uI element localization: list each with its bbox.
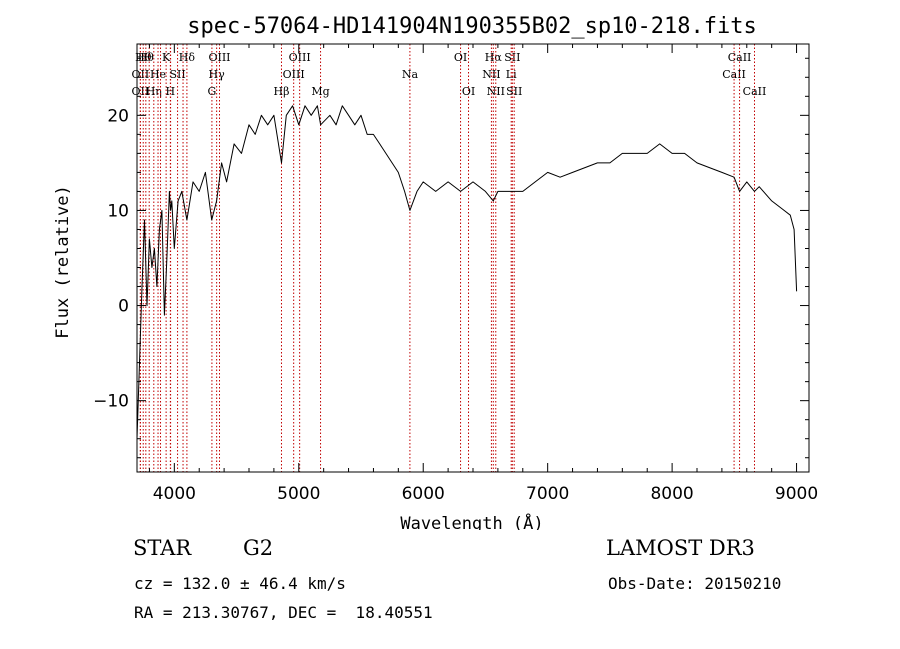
marker-label: SII	[504, 51, 520, 64]
marker-label: OIII	[289, 51, 311, 64]
marker-label: OII	[132, 85, 150, 98]
spectrum-chart: spec-57064-HD141904N190355B02_sp10-218.f…	[53, 14, 818, 530]
marker-label: OII	[132, 68, 150, 81]
y-tick-label: 10	[107, 201, 129, 221]
marker-label: Mg	[311, 85, 329, 98]
x-axis-ticks: 4000 5000 6000 7000 8000 9000	[148, 44, 818, 504]
spectrum-series	[136, 105, 798, 439]
marker-label: CaII	[722, 68, 746, 81]
x-tick-label: 4000	[153, 484, 196, 504]
chart-title: spec-57064-HD141904N190355B02_sp10-218.f…	[187, 14, 757, 39]
marker-label: H	[166, 85, 176, 98]
x-tick-label: 9000	[775, 484, 818, 504]
marker-label: Hθ	[138, 51, 155, 64]
x-tick-label: 6000	[402, 484, 445, 504]
obs-date-label: Obs-Date: 20150210	[608, 574, 782, 593]
marker-label: CaII	[743, 85, 767, 98]
y-axis-label: Flux (relative)	[53, 185, 73, 339]
marker-label: CaII	[728, 51, 752, 64]
marker-label: NII	[487, 85, 505, 98]
x-tick-label: 7000	[526, 484, 569, 504]
marker-label: Hδ	[179, 51, 196, 64]
x-tick-label: 5000	[277, 484, 320, 504]
marker-label: K	[162, 51, 171, 64]
y-tick-label: −10	[93, 392, 129, 412]
subclass-label: G2	[243, 536, 274, 560]
marker-label: Na	[402, 68, 419, 81]
marker-label: OIII	[208, 51, 230, 64]
marker-label: Hβ	[274, 85, 290, 98]
line-markers: OIIOIIHθHθHηHeKHSIIHδGHγOIIIHβOIIIOIIIMg…	[132, 44, 767, 472]
marker-label: He	[150, 68, 166, 81]
redshift-label: cz = 132.0 ± 46.4 km/s	[134, 574, 346, 593]
object-class-label: STAR	[133, 536, 192, 560]
spectrum-line	[136, 105, 798, 439]
marker-label: OI	[454, 51, 467, 64]
marker-label: Hγ	[209, 68, 226, 81]
marker-label: OIII	[283, 68, 305, 81]
marker-label: SII	[506, 85, 522, 98]
marker-label: Hθ	[135, 51, 152, 64]
marker-label: SII	[169, 68, 185, 81]
marker-label: Li	[506, 68, 517, 81]
marker-label: G	[208, 85, 217, 98]
ra-dec-label: RA = 213.30767, DEC = 18.40551	[134, 603, 433, 622]
y-axis-ticks: −10 0 10 20	[93, 57, 809, 459]
survey-label: LAMOST DR3	[606, 536, 755, 560]
y-tick-label: 0	[118, 297, 129, 317]
x-tick-label: 8000	[650, 484, 693, 504]
marker-label: Hη	[146, 85, 162, 98]
marker-label: Hα	[485, 51, 503, 64]
marker-label: NII	[482, 68, 500, 81]
marker-label: OI	[462, 85, 475, 98]
plot-frame	[136, 43, 810, 473]
y-tick-label: 20	[107, 106, 129, 126]
x-axis-label: Wavelength (Å)	[400, 512, 543, 530]
